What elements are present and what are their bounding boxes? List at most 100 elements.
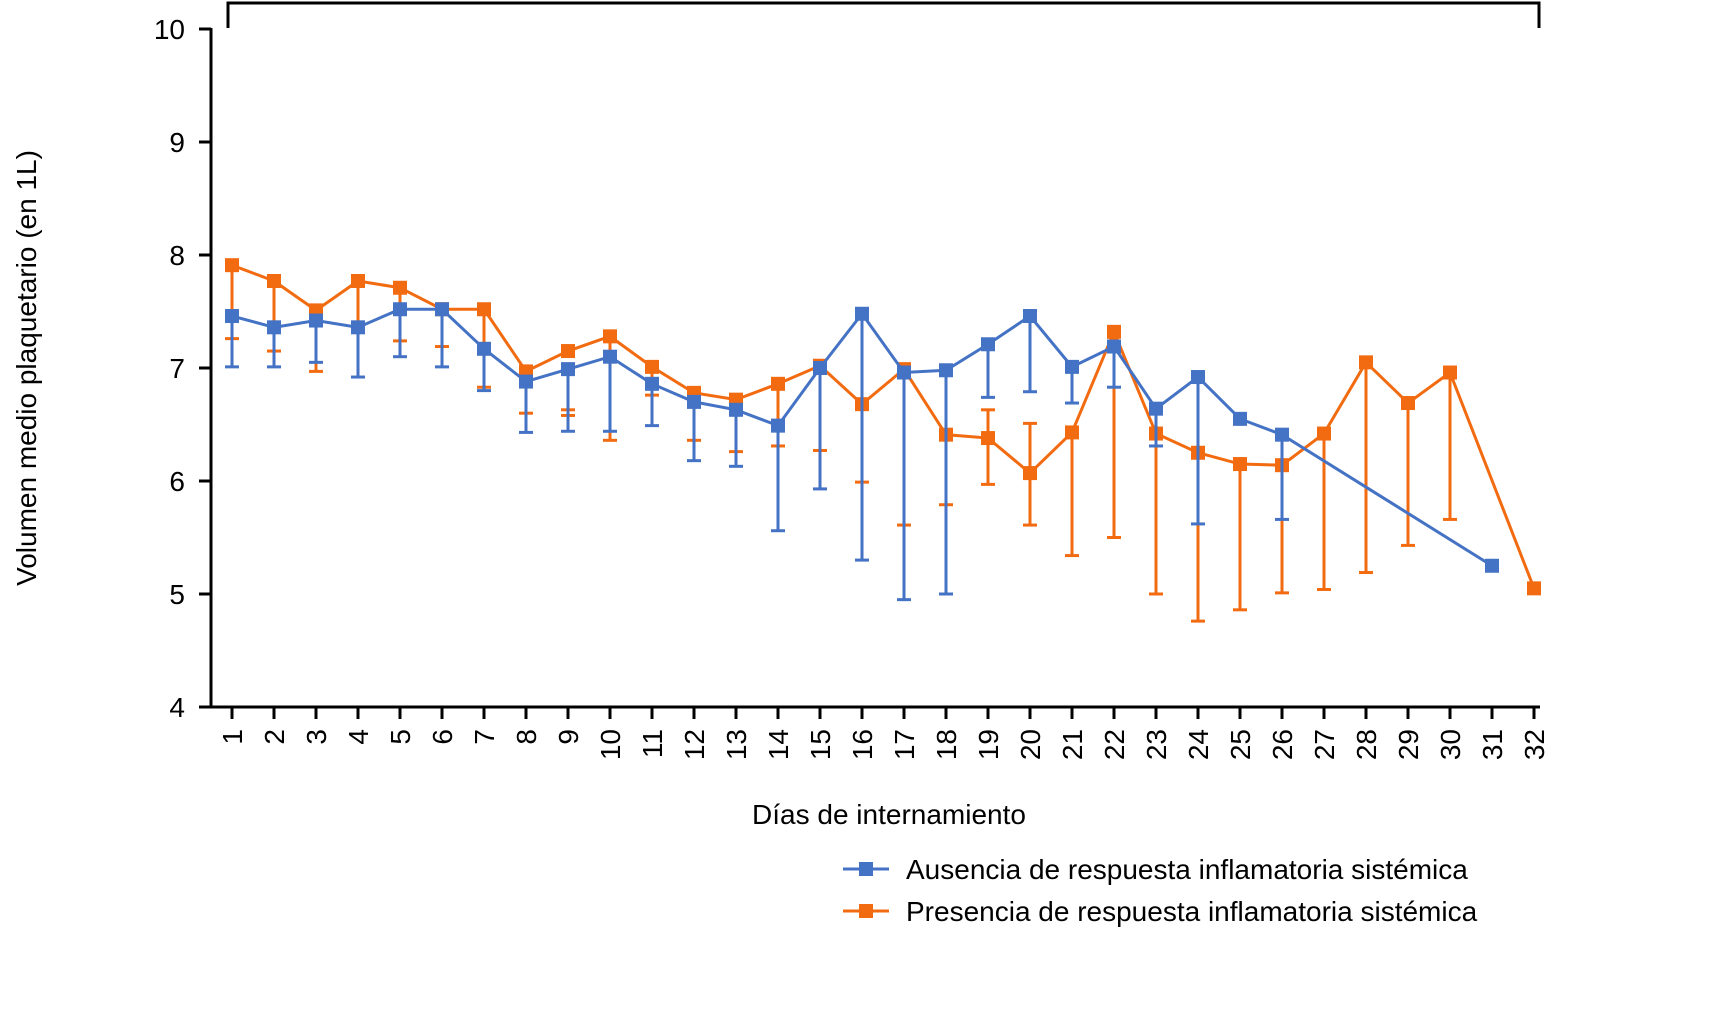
data-point [687,394,701,409]
x-tick-label: 15 [805,729,836,760]
y-tick-label: 10 [154,14,185,45]
data-point [393,302,407,317]
data-point [351,320,365,335]
x-tick-label: 22 [1099,729,1130,760]
data-point [771,376,785,391]
x-tick-label: 4 [343,729,374,745]
data-point [1023,309,1037,324]
data-point [225,258,239,273]
data-point [1401,396,1415,411]
data-point [981,431,995,446]
x-tick-label: 27 [1309,729,1340,760]
series-ausencia [225,302,1499,602]
data-point [519,374,533,389]
data-point [435,302,449,317]
x-tick-label: 18 [931,729,962,760]
data-point [939,363,953,378]
data-point [897,365,911,380]
x-tick-label: 17 [889,729,920,760]
y-tick-label: 4 [169,692,185,723]
data-point [603,349,617,364]
axes [209,28,1540,709]
data-point [1107,339,1121,354]
data-point [267,320,281,335]
y-tick-label: 8 [169,240,185,271]
x-tick-label: 2 [259,729,290,745]
data-point [1443,365,1457,380]
data-point [1065,359,1079,374]
data-point [1275,427,1289,442]
legend-label: Ausencia de respuesta inflamatoria sisté… [906,854,1468,885]
data-point [1149,401,1163,416]
x-tick-label: 14 [763,729,794,760]
x-tick-label: 21 [1057,729,1088,760]
data-point [855,306,869,321]
series-line [231,263,1536,589]
x-tick-label: 10 [595,729,626,760]
data-point [645,376,659,391]
data-point [1023,466,1037,481]
series-presencia [225,258,1541,623]
data-point [1233,457,1247,472]
x-tick-label: 1 [217,729,248,745]
x-tick-label: 7 [469,729,500,745]
x-tick-label: 20 [1015,729,1046,760]
legend-swatch-marker [859,904,873,918]
data-point [225,309,239,324]
x-tick-label: 5 [385,729,416,745]
legend-label: Presencia de respuesta inflamatoria sist… [906,896,1478,927]
significance-bracket [226,1,1541,28]
plot-area [225,258,1541,623]
data-point [1191,370,1205,385]
data-point [1359,355,1373,370]
data-point [309,313,323,328]
x-tick-label: 25 [1225,729,1256,760]
data-point [1485,558,1499,573]
x-tick-label: 6 [427,729,458,745]
x-tick-label: 19 [973,729,1004,760]
x-tick-label: 28 [1351,729,1382,760]
x-tick-label: 23 [1141,729,1172,760]
y-tick-label: 9 [169,127,185,158]
data-point [1317,426,1331,441]
legend-swatch-marker [859,862,873,876]
bracket-line [226,1,1541,28]
legend-item-blue[interactable]: Ausencia de respuesta inflamatoria sisté… [843,854,1468,885]
x-tick-label: 32 [1519,729,1550,760]
data-point [645,359,659,374]
data-point [771,418,785,433]
x-tick-label: 24 [1183,729,1214,760]
y-axis-label: Volumen medio plaquetario (en 1L) [11,150,42,586]
data-point [351,273,365,288]
y-axis-ticks: 4 5 6 7 8 9 10 [154,14,211,723]
x-tick-label: 30 [1435,729,1466,760]
data-point [981,337,995,352]
x-axis-label: Días de internamiento [752,799,1026,830]
y-tick-label: 6 [169,466,185,497]
data-point [477,302,491,317]
y-tick-label: 5 [169,579,185,610]
x-tick-label: 8 [511,729,542,745]
x-tick-label: 31 [1477,729,1508,760]
x-tick-label: 29 [1393,729,1424,760]
data-point [393,280,407,295]
data-point [477,341,491,356]
data-point [1527,581,1541,596]
data-point [603,329,617,344]
data-point [1065,425,1079,440]
x-tick-label: 12 [679,729,710,760]
data-point [1107,324,1121,339]
x-tick-label: 26 [1267,729,1298,760]
data-point [1233,411,1247,426]
x-tick-label: 3 [301,729,332,745]
x-tick-label: 16 [847,729,878,760]
legend-item-orange[interactable]: Presencia de respuesta inflamatoria sist… [843,896,1478,927]
data-point [729,402,743,417]
x-tick-label: 11 [637,729,668,758]
x-tick-label: 9 [553,729,584,745]
y-tick-label: 7 [169,353,185,384]
data-point [267,273,281,288]
x-tick-label: 13 [721,729,752,760]
legend: Ausencia de respuesta inflamatoria sisté… [843,854,1478,927]
